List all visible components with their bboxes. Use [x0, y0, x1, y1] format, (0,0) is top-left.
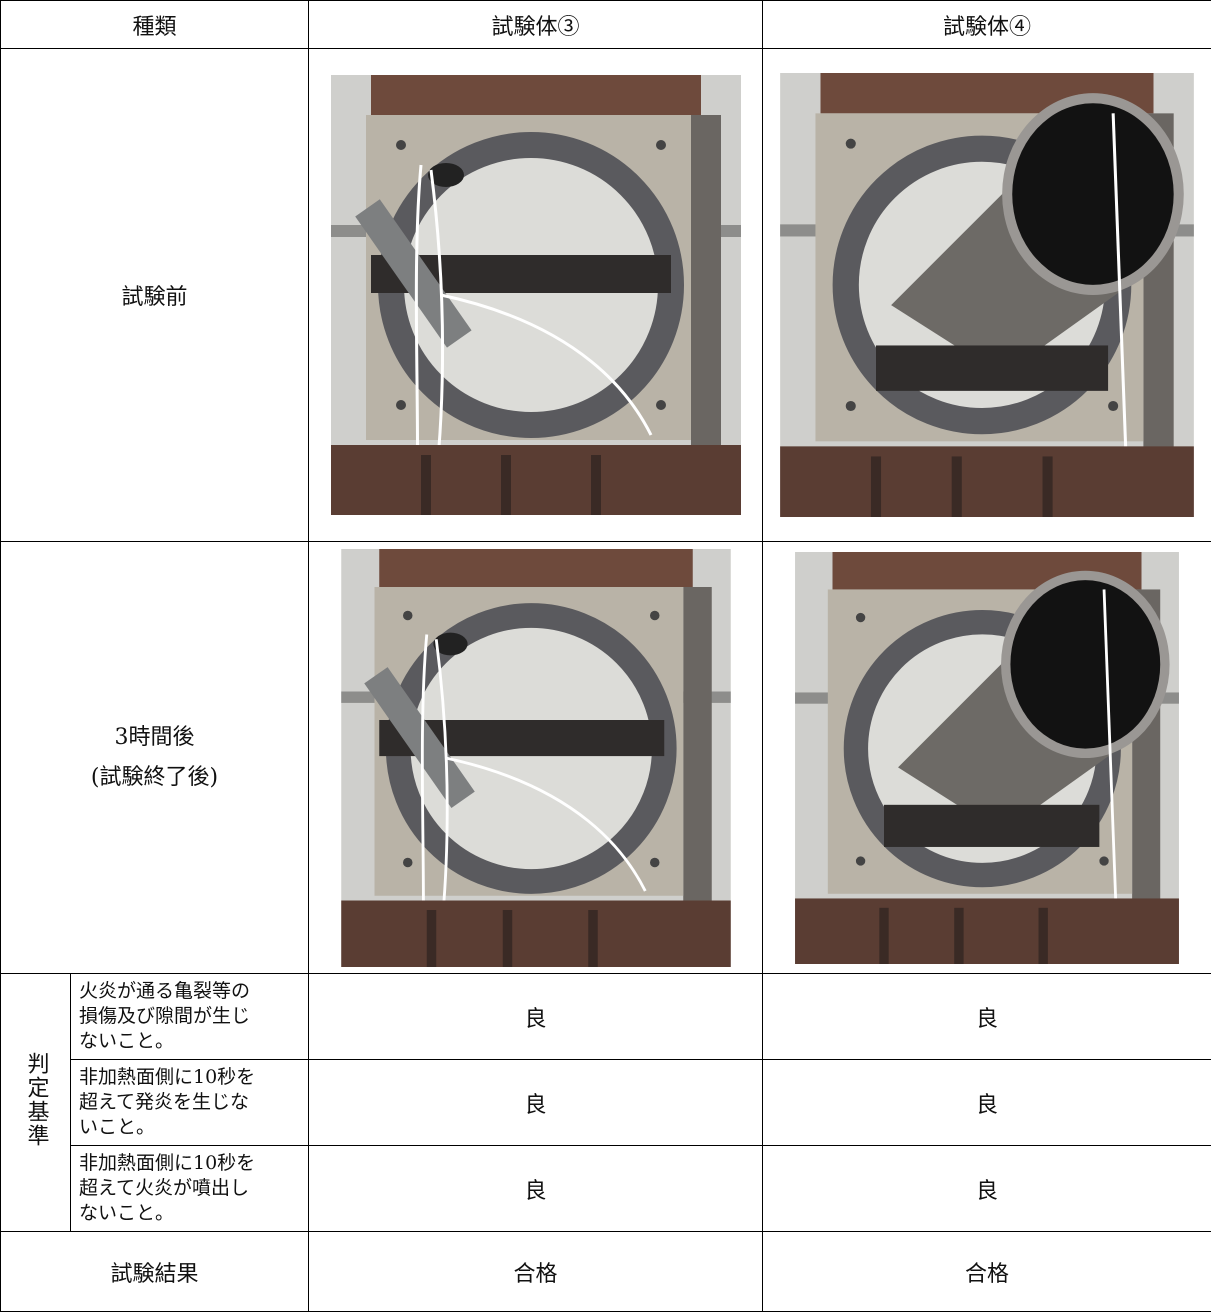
row-label: 3時間後 (試験終了後) — [0, 541, 310, 974]
row-label: 試験結果 — [0, 1231, 310, 1312]
criteria-line: ないこと。 — [79, 1030, 175, 1052]
criteria-text: 火炎が通る亀裂等の 損傷及び隙間が生じ ないこと。 — [69, 973, 310, 1060]
photo — [774, 73, 1200, 517]
criteria-line: 非加熱面側に10秒を — [79, 1066, 256, 1088]
photo-cell — [762, 541, 1211, 974]
criteria-line: 超えて発炎を生じな — [79, 1091, 250, 1113]
criteria-result: 良 — [762, 1059, 1211, 1146]
photo-cell — [762, 48, 1211, 542]
criteria-label: 判定基準 — [0, 973, 71, 1232]
header-cell: 種類 — [0, 0, 310, 49]
criteria-line: 損傷及び隙間が生じ — [79, 1005, 251, 1027]
criteria-line: 非加熱面側に10秒を — [79, 1152, 256, 1174]
criteria-line: いこと。 — [79, 1116, 156, 1138]
result-cell: 合格 — [308, 1231, 764, 1312]
criteria-result: 良 — [762, 973, 1211, 1060]
criteria-result: 良 — [308, 1145, 764, 1232]
criteria-result: 良 — [762, 1145, 1211, 1232]
photo-cell — [308, 48, 764, 542]
label-line: 3時間後 — [114, 724, 195, 750]
photo — [774, 552, 1200, 964]
criteria-result: 良 — [308, 973, 764, 1060]
row-label: 試験前 — [0, 48, 310, 542]
criteria-text: 非加熱面側に10秒を 超えて火炎が噴出し ないこと。 — [69, 1145, 310, 1232]
criteria-result: 良 — [308, 1059, 764, 1146]
photo — [330, 549, 742, 967]
criteria-label-text: 判定基準 — [23, 1051, 49, 1148]
result-cell: 合格 — [762, 1231, 1211, 1312]
photo-cell — [308, 541, 764, 974]
criteria-line: ないこと。 — [79, 1202, 175, 1224]
criteria-line: 火炎が通る亀裂等の — [79, 980, 251, 1002]
header-cell: 試験体④ — [762, 0, 1211, 49]
label-line: (試験終了後) — [90, 764, 219, 790]
criteria-line: 超えて火炎が噴出し — [79, 1177, 250, 1199]
photo — [330, 75, 742, 515]
criteria-text: 非加熱面側に10秒を 超えて発炎を生じな いこと。 — [69, 1059, 310, 1146]
header-cell: 試験体③ — [308, 0, 764, 49]
